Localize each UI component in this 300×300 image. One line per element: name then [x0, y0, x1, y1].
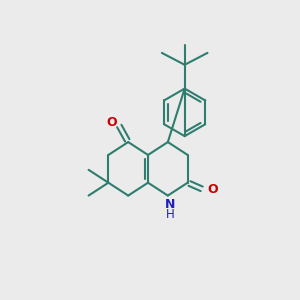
Text: O: O: [207, 183, 218, 196]
Text: O: O: [106, 116, 117, 129]
Text: H: H: [165, 208, 174, 221]
Text: N: N: [165, 198, 175, 211]
